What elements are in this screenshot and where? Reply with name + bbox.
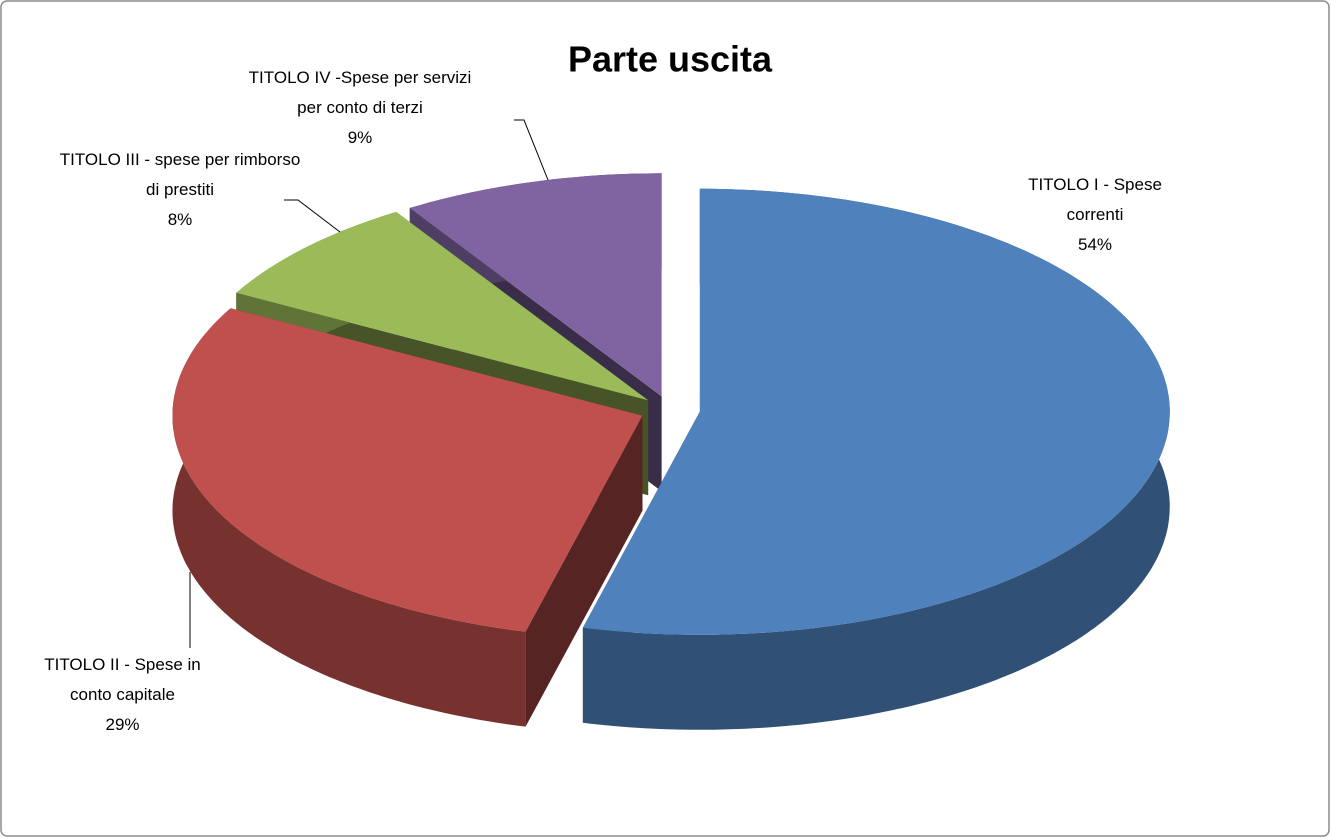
slice (582, 188, 1170, 635)
category-label: TITOLO IV -Spese per servizi per conto d… (248, 68, 472, 117)
leader-line (514, 119, 549, 181)
slice-wall (172, 308, 526, 727)
value-label: 8% (167, 210, 193, 229)
value-label: 9% (347, 128, 373, 147)
data-label: TITOLO I - Spese correnti 54% (1010, 170, 1180, 260)
value-label: 29% (105, 715, 140, 734)
slice (409, 173, 662, 397)
chart-title: Parte uscita (568, 39, 773, 80)
value-label: 54% (1077, 235, 1113, 254)
slice (236, 212, 649, 401)
category-label: TITOLO III - spese per rimborso di prest… (59, 150, 301, 199)
pie (172, 173, 1170, 730)
category-label: TITOLO II - Spese in conto capitale (44, 655, 201, 704)
category-label: TITOLO I - Spese correnti (1028, 175, 1162, 224)
data-label: TITOLO IV -Spese per servizi per conto d… (235, 63, 485, 153)
data-label: TITOLO III - spese per rimborso di prest… (55, 145, 305, 235)
slice (172, 308, 643, 632)
data-label: TITOLO II - Spese in conto capitale 29% (35, 650, 210, 740)
leader-line (284, 199, 341, 233)
